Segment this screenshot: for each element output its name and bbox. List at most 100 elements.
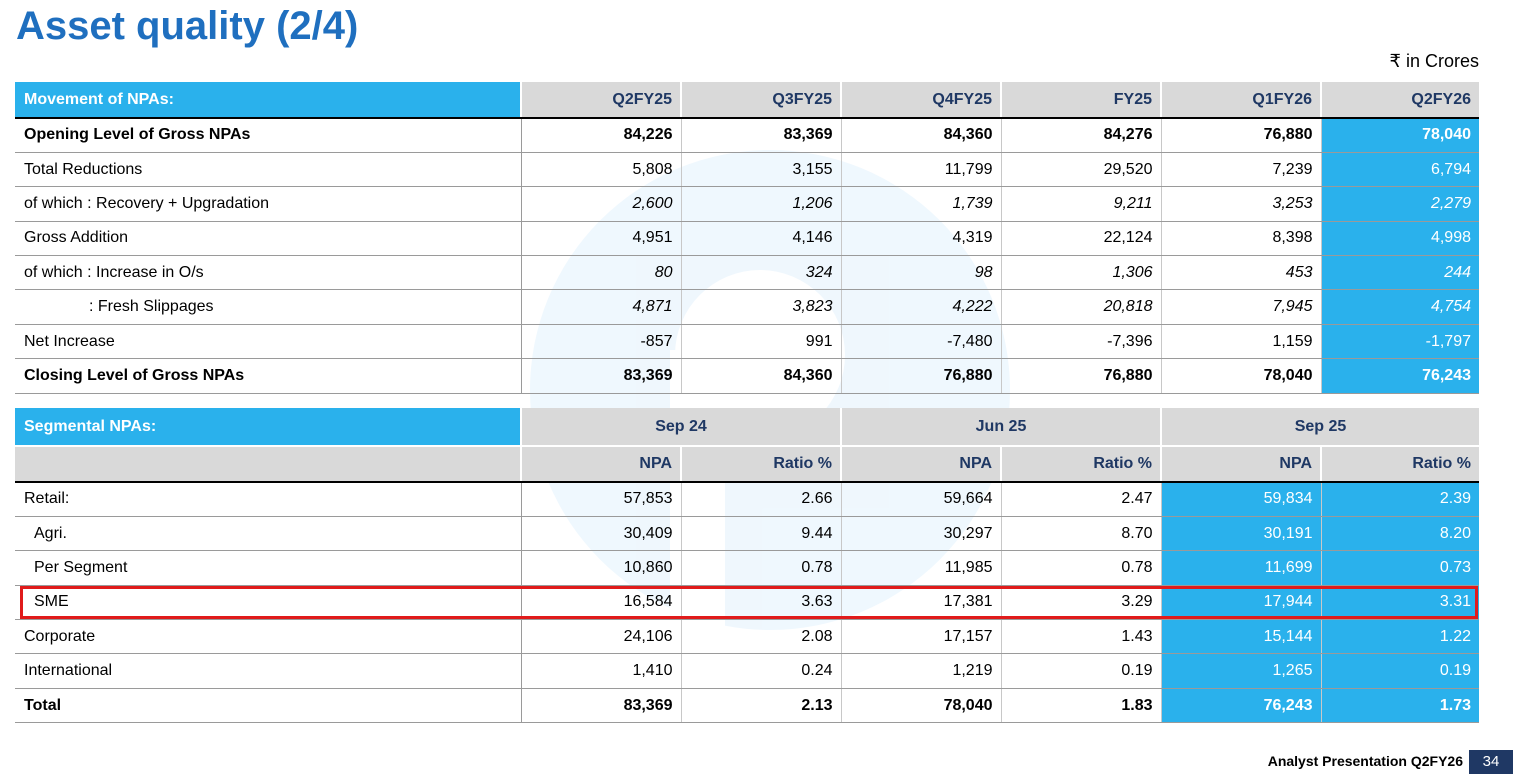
cell: 4,871 — [521, 289, 681, 325]
cell: 22,124 — [1000, 221, 1161, 257]
column-header: NPA — [1160, 446, 1321, 483]
period-header: Sep 25 — [1160, 408, 1479, 447]
column-header: Q2FY25 — [520, 82, 681, 119]
highlight-cell: 76,243 — [1160, 688, 1321, 724]
table-row: Total Reductions 5,808 3,155 11,799 29,5… — [15, 152, 1479, 188]
cell: 84,360 — [680, 358, 841, 394]
cell: 2.47 — [1000, 482, 1161, 517]
cell: 84,360 — [840, 118, 1001, 153]
table-row: Retail: 57,853 2.66 59,664 2.47 59,834 2… — [15, 482, 1479, 517]
movement-header-row: Movement of NPAs: Q2FY25 Q3FY25 Q4FY25 F… — [15, 82, 1479, 119]
row-label: Retail: — [15, 482, 522, 517]
highlight-cell: 30,191 — [1160, 516, 1321, 552]
cell: 17,381 — [840, 585, 1001, 621]
cell: 4,319 — [840, 221, 1001, 257]
row-label: Total Reductions — [15, 152, 522, 188]
cell: 76,880 — [1160, 118, 1321, 153]
cell: 453 — [1160, 255, 1321, 291]
row-label: Per Segment — [15, 550, 522, 586]
cell: 1.43 — [1000, 619, 1161, 655]
cell: 3,155 — [680, 152, 841, 188]
cell: 8.70 — [1000, 516, 1161, 552]
cell: 1,159 — [1160, 324, 1321, 360]
cell: 4,222 — [840, 289, 1001, 325]
column-header: Ratio % — [1320, 446, 1479, 483]
column-header: Ratio % — [680, 446, 841, 483]
cell: 1,410 — [521, 653, 681, 689]
highlight-cell: 17,944 — [1160, 585, 1321, 621]
cell: 1,306 — [1000, 255, 1161, 291]
cell: 9.44 — [680, 516, 841, 552]
cell: 4,146 — [680, 221, 841, 257]
units-label: ₹ in Crores — [1389, 51, 1479, 71]
highlight-cell: 78,040 — [1320, 118, 1479, 153]
table-row-sme: SME 16,584 3.63 17,381 3.29 17,944 3.31 — [15, 585, 1479, 621]
cell: 0.78 — [680, 550, 841, 586]
cell: 7,239 — [1160, 152, 1321, 188]
highlight-cell: 76,243 — [1320, 358, 1479, 394]
cell: -857 — [521, 324, 681, 360]
table-row-total: Total 83,369 2.13 78,040 1.83 76,243 1.7… — [15, 688, 1479, 724]
cell: 1,739 — [840, 186, 1001, 222]
cell: 3,253 — [1160, 186, 1321, 222]
table-row: Corporate 24,106 2.08 17,157 1.43 15,144… — [15, 619, 1479, 655]
cell: 30,297 — [840, 516, 1001, 552]
highlight-cell: 2.39 — [1320, 482, 1479, 517]
page-number: 34 — [1469, 750, 1513, 774]
highlight-cell: 1.73 — [1320, 688, 1479, 724]
cell: 17,157 — [840, 619, 1001, 655]
slide-title: Asset quality (2/4) — [16, 4, 359, 48]
cell: 8,398 — [1160, 221, 1321, 257]
blank-header-cell — [15, 446, 521, 483]
cell: 16,584 — [521, 585, 681, 621]
cell: 0.24 — [680, 653, 841, 689]
highlight-cell: 1,265 — [1160, 653, 1321, 689]
cell: 5,808 — [521, 152, 681, 188]
cell: 0.78 — [1000, 550, 1161, 586]
row-label: Net Increase — [15, 324, 522, 360]
cell: 83,369 — [521, 688, 681, 724]
cell: 0.19 — [1000, 653, 1161, 689]
highlight-cell: 2,279 — [1320, 186, 1479, 222]
highlight-cell: 3.31 — [1320, 585, 1479, 621]
row-label: Closing Level of Gross NPAs — [15, 358, 522, 394]
cell: 2.13 — [680, 688, 841, 724]
cell: 11,985 — [840, 550, 1001, 586]
highlight-cell: 6,794 — [1320, 152, 1479, 188]
column-header: Q4FY25 — [840, 82, 1001, 119]
highlight-cell: 4,754 — [1320, 289, 1479, 325]
highlight-cell: -1,797 — [1320, 324, 1479, 360]
cell: 29,520 — [1000, 152, 1161, 188]
highlight-cell: 4,998 — [1320, 221, 1479, 257]
highlight-cell: 0.19 — [1320, 653, 1479, 689]
cell: 2,600 — [521, 186, 681, 222]
column-header: NPA — [840, 446, 1001, 483]
row-label: of which : Increase in O/s — [15, 255, 522, 291]
table-row: : Fresh Slippages 4,871 3,823 4,222 20,8… — [15, 289, 1479, 325]
cell: 7,945 — [1160, 289, 1321, 325]
table-row: Agri. 30,409 9.44 30,297 8.70 30,191 8.2… — [15, 516, 1479, 552]
cell: 98 — [840, 255, 1001, 291]
cell: -7,480 — [840, 324, 1001, 360]
period-header: Jun 25 — [840, 408, 1161, 447]
cell: 11,799 — [840, 152, 1001, 188]
cell: 84,276 — [1000, 118, 1161, 153]
row-label: Corporate — [15, 619, 522, 655]
table-row: Net Increase -857 991 -7,480 -7,396 1,15… — [15, 324, 1479, 360]
period-header: Sep 24 — [520, 408, 841, 447]
cell: 83,369 — [680, 118, 841, 153]
cell: 20,818 — [1000, 289, 1161, 325]
table-row: Gross Addition 4,951 4,146 4,319 22,124 … — [15, 221, 1479, 257]
cell: 80 — [521, 255, 681, 291]
segmental-section-label: Segmental NPAs: — [15, 408, 521, 447]
highlight-cell: 11,699 — [1160, 550, 1321, 586]
cell: 9,211 — [1000, 186, 1161, 222]
highlight-cell: 0.73 — [1320, 550, 1479, 586]
column-header: Q3FY25 — [680, 82, 841, 119]
cell: 1,219 — [840, 653, 1001, 689]
cell: 76,880 — [1000, 358, 1161, 394]
highlight-cell: 15,144 — [1160, 619, 1321, 655]
cell: 83,369 — [521, 358, 681, 394]
segmental-npas-table: Segmental NPAs: Sep 24 Jun 25 Sep 25 NPA… — [15, 408, 1479, 724]
table-row: Closing Level of Gross NPAs 83,369 84,36… — [15, 358, 1479, 394]
